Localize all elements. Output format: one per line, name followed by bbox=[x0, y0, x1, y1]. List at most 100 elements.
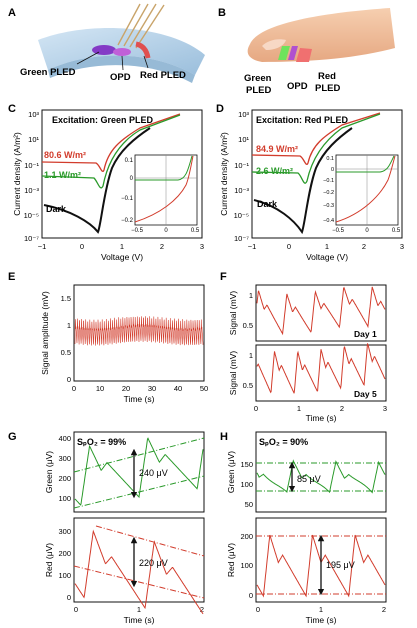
amplitude-bottom: 195 μV bbox=[326, 560, 355, 570]
plot-frame-bottom bbox=[73, 517, 205, 603]
film-underside bbox=[48, 55, 195, 83]
finger bbox=[247, 8, 395, 62]
series-red bbox=[41, 113, 181, 172]
y-tick: 10¹ bbox=[238, 135, 249, 144]
chart-title: SₚO₂ = 99% bbox=[77, 437, 126, 447]
x-tick: 2 bbox=[382, 605, 386, 614]
series-red bbox=[74, 529, 204, 615]
x-axis-label: Time (s) bbox=[306, 413, 337, 423]
inset-x-tick: 0.5 bbox=[191, 228, 200, 234]
y-axis-label: Signal (mV) bbox=[228, 291, 238, 336]
x-tick: −1 bbox=[248, 242, 257, 251]
panel-b: B Green PLED OPD Red PLED bbox=[218, 7, 395, 96]
series-signal bbox=[74, 316, 204, 346]
inset-x-tick: −0.5 bbox=[131, 228, 144, 234]
series-day1 bbox=[256, 286, 386, 336]
inset-y-tick: 0.1 bbox=[125, 158, 134, 164]
y-tick: 10³ bbox=[28, 110, 39, 119]
chart-title: SₚO₂ = 90% bbox=[259, 437, 308, 447]
x-ticks: 0 1 2 bbox=[256, 605, 386, 614]
panel-letter: G bbox=[8, 431, 17, 443]
series-green bbox=[256, 459, 386, 494]
x-tick: 2 bbox=[200, 605, 204, 614]
y-tick: 200 bbox=[58, 474, 71, 483]
x-tick: 3 bbox=[383, 404, 387, 413]
y-ticks: 10³ 10¹ 10⁻¹ 10⁻³ 10⁻⁵ 10⁻⁷ bbox=[24, 110, 40, 243]
x-tick: 3 bbox=[200, 242, 204, 251]
plot-frame bbox=[251, 109, 403, 239]
plot-frame-day1 bbox=[255, 284, 387, 342]
x-tick: 0 bbox=[72, 384, 76, 393]
y-axis-label-top: Green (μV) bbox=[226, 451, 236, 493]
y-tick: 100 bbox=[58, 494, 71, 503]
plot-frame-bottom bbox=[255, 517, 387, 603]
panel-g: G SₚO₂ = 99% Green (μV) Red (μV) 400 300… bbox=[8, 431, 205, 625]
y-tick: 1 bbox=[249, 351, 253, 360]
y-axis-label-bottom: Red (μV) bbox=[226, 543, 236, 577]
x-axis-label: Voltage (V) bbox=[101, 252, 143, 262]
x-axis-label: Time (s) bbox=[124, 394, 155, 404]
inset-y-tick: −0.2 bbox=[323, 190, 334, 196]
y-tick: 10⁻³ bbox=[24, 186, 39, 195]
y-ticks: 10³ 10¹ 10⁻¹ 10⁻³ 10⁻⁵ 10⁻⁷ bbox=[234, 110, 250, 243]
panel-letter: F bbox=[220, 271, 227, 283]
y-axis-label: Signal amplitude (mV) bbox=[40, 291, 50, 375]
envelope-bottom-upper bbox=[95, 525, 205, 557]
x-ticks: −1 0 1 2 3 bbox=[38, 242, 204, 251]
x-tick: 1 bbox=[297, 404, 301, 413]
y-tick: 100 bbox=[240, 561, 253, 570]
panel-letter: C bbox=[8, 103, 16, 115]
y-tick: 200 bbox=[240, 532, 253, 541]
b-red-pled bbox=[296, 48, 312, 62]
x-tick: 10 bbox=[96, 384, 104, 393]
label-green-pled: Green PLED bbox=[20, 67, 76, 78]
plot-frame bbox=[41, 109, 203, 239]
y-tick: 10³ bbox=[238, 110, 249, 119]
x-tick: 2 bbox=[160, 242, 164, 251]
panel-letter: H bbox=[220, 431, 228, 443]
inset-x-tick: 0 bbox=[164, 228, 168, 234]
panel-letter: E bbox=[8, 271, 15, 283]
day5-label: Day 5 bbox=[354, 389, 377, 399]
x-tick: 30 bbox=[148, 384, 156, 393]
y-tick: 10⁻¹ bbox=[234, 161, 249, 170]
red-pled-arc bbox=[135, 41, 151, 59]
x-tick: 1 bbox=[120, 242, 124, 251]
x-ticks: 0 1 2 bbox=[74, 605, 204, 614]
annotation-red: 80.6 W/m² bbox=[44, 150, 86, 160]
x-tick: 0 bbox=[287, 242, 291, 251]
b-green-pled bbox=[278, 46, 290, 60]
series-green bbox=[251, 113, 381, 184]
envelope-top-lower bbox=[73, 475, 205, 509]
series-day5 bbox=[256, 343, 386, 394]
panel-a: A Green PLED OPD Red PLED bbox=[8, 3, 205, 83]
y-tick: 1 bbox=[249, 291, 253, 300]
y-tick: 10⁻³ bbox=[234, 186, 249, 195]
x-tick: 50 bbox=[200, 384, 208, 393]
envelope-bottom-lower bbox=[73, 565, 205, 599]
amplitude-top: 240 μV bbox=[139, 468, 168, 478]
y-tick: 10⁻⁷ bbox=[24, 234, 39, 243]
y-tick: 300 bbox=[58, 454, 71, 463]
series-red bbox=[251, 112, 381, 165]
annotation-green: 1.1 W/m² bbox=[44, 170, 81, 180]
y-tick: 10⁻⁷ bbox=[234, 234, 249, 243]
x-tick: 40 bbox=[174, 384, 182, 393]
y-tick: 100 bbox=[58, 571, 71, 580]
plot-frame-top bbox=[255, 431, 387, 513]
x-tick: 1 bbox=[137, 605, 141, 614]
panel-letter: B bbox=[218, 7, 226, 19]
y-axis-label: Current density (A/m²) bbox=[12, 132, 22, 216]
panel-letter: D bbox=[216, 103, 224, 115]
x-tick: −1 bbox=[38, 242, 47, 251]
y-tick: 0.5 bbox=[243, 321, 253, 330]
y-tick: 1 bbox=[67, 321, 71, 330]
day1-label: Day 1 bbox=[354, 329, 377, 339]
inset: 0.1 0 −0.1 −0.2 −0.5 0 0.5 bbox=[121, 154, 200, 234]
probe-wires bbox=[117, 3, 165, 49]
inset-y-tick: −0.3 bbox=[323, 203, 334, 209]
y-tick: 200 bbox=[58, 549, 71, 558]
x-tick: 0 bbox=[80, 242, 84, 251]
y-tick: 10¹ bbox=[28, 135, 39, 144]
